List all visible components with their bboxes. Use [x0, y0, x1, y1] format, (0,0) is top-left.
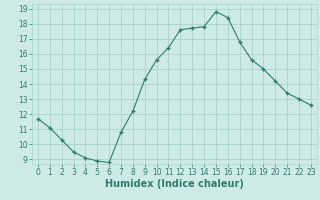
X-axis label: Humidex (Indice chaleur): Humidex (Indice chaleur): [105, 179, 244, 189]
